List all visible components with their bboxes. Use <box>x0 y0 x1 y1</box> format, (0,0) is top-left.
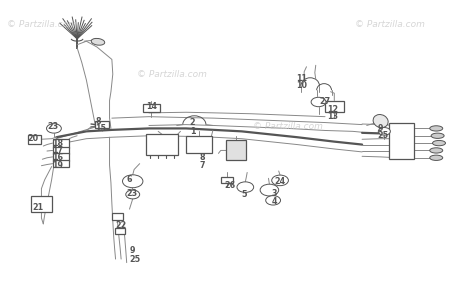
Text: 16: 16 <box>53 153 64 162</box>
Bar <box>53 160 69 167</box>
Text: 18: 18 <box>53 139 64 148</box>
Text: 8: 8 <box>96 117 101 126</box>
Text: 13: 13 <box>328 112 338 121</box>
Text: 23: 23 <box>127 189 138 198</box>
Bar <box>115 228 125 235</box>
Circle shape <box>311 97 326 107</box>
Text: 23: 23 <box>47 122 58 132</box>
Circle shape <box>126 190 140 199</box>
Text: 3: 3 <box>272 189 277 198</box>
Circle shape <box>237 182 254 192</box>
Text: 2: 2 <box>190 118 195 127</box>
Text: 5: 5 <box>242 190 247 199</box>
Text: 26: 26 <box>224 181 235 190</box>
Circle shape <box>122 175 143 188</box>
Bar <box>95 121 109 128</box>
Ellipse shape <box>430 155 443 160</box>
Text: 9: 9 <box>129 246 135 255</box>
Text: 9: 9 <box>377 124 383 133</box>
Text: 14: 14 <box>146 102 158 111</box>
Ellipse shape <box>430 126 443 131</box>
Text: 12: 12 <box>328 105 338 114</box>
Text: 27: 27 <box>319 97 330 106</box>
Text: 17: 17 <box>53 146 64 155</box>
Bar <box>186 136 212 153</box>
Text: 22: 22 <box>116 221 127 230</box>
Bar <box>226 140 246 160</box>
Text: 1: 1 <box>190 127 195 136</box>
Bar <box>53 139 69 148</box>
Bar <box>146 134 178 155</box>
Ellipse shape <box>431 133 444 138</box>
Text: © Partzilla.com: © Partzilla.com <box>8 20 77 29</box>
Circle shape <box>266 196 281 205</box>
Bar <box>143 104 160 112</box>
Text: © Partzilla.com: © Partzilla.com <box>253 122 323 132</box>
Circle shape <box>46 124 61 133</box>
Text: 25: 25 <box>377 131 389 140</box>
Text: 25: 25 <box>129 255 141 264</box>
Bar <box>27 135 40 144</box>
Ellipse shape <box>430 148 443 153</box>
Circle shape <box>260 184 279 196</box>
Circle shape <box>378 127 391 135</box>
Text: 7: 7 <box>200 160 205 170</box>
Ellipse shape <box>91 38 105 45</box>
Text: 19: 19 <box>53 160 64 170</box>
Text: 10: 10 <box>296 81 307 90</box>
Bar <box>390 123 413 159</box>
Text: 11: 11 <box>296 74 307 83</box>
Bar <box>53 147 69 154</box>
Ellipse shape <box>433 140 446 146</box>
Circle shape <box>272 175 288 186</box>
Text: 24: 24 <box>274 177 285 186</box>
Bar <box>325 101 344 112</box>
Ellipse shape <box>373 114 388 128</box>
Text: 20: 20 <box>27 134 39 143</box>
Bar <box>31 196 52 212</box>
Bar <box>53 153 69 160</box>
Text: © Partzilla.com: © Partzilla.com <box>355 20 425 29</box>
Text: © Partzilla.com: © Partzilla.com <box>137 70 207 78</box>
Text: 15: 15 <box>96 124 107 133</box>
Bar <box>221 177 233 183</box>
Text: 8: 8 <box>200 153 206 162</box>
Text: 6: 6 <box>127 175 132 184</box>
Bar <box>112 213 122 220</box>
Text: 4: 4 <box>272 197 277 206</box>
Text: 21: 21 <box>32 203 43 212</box>
